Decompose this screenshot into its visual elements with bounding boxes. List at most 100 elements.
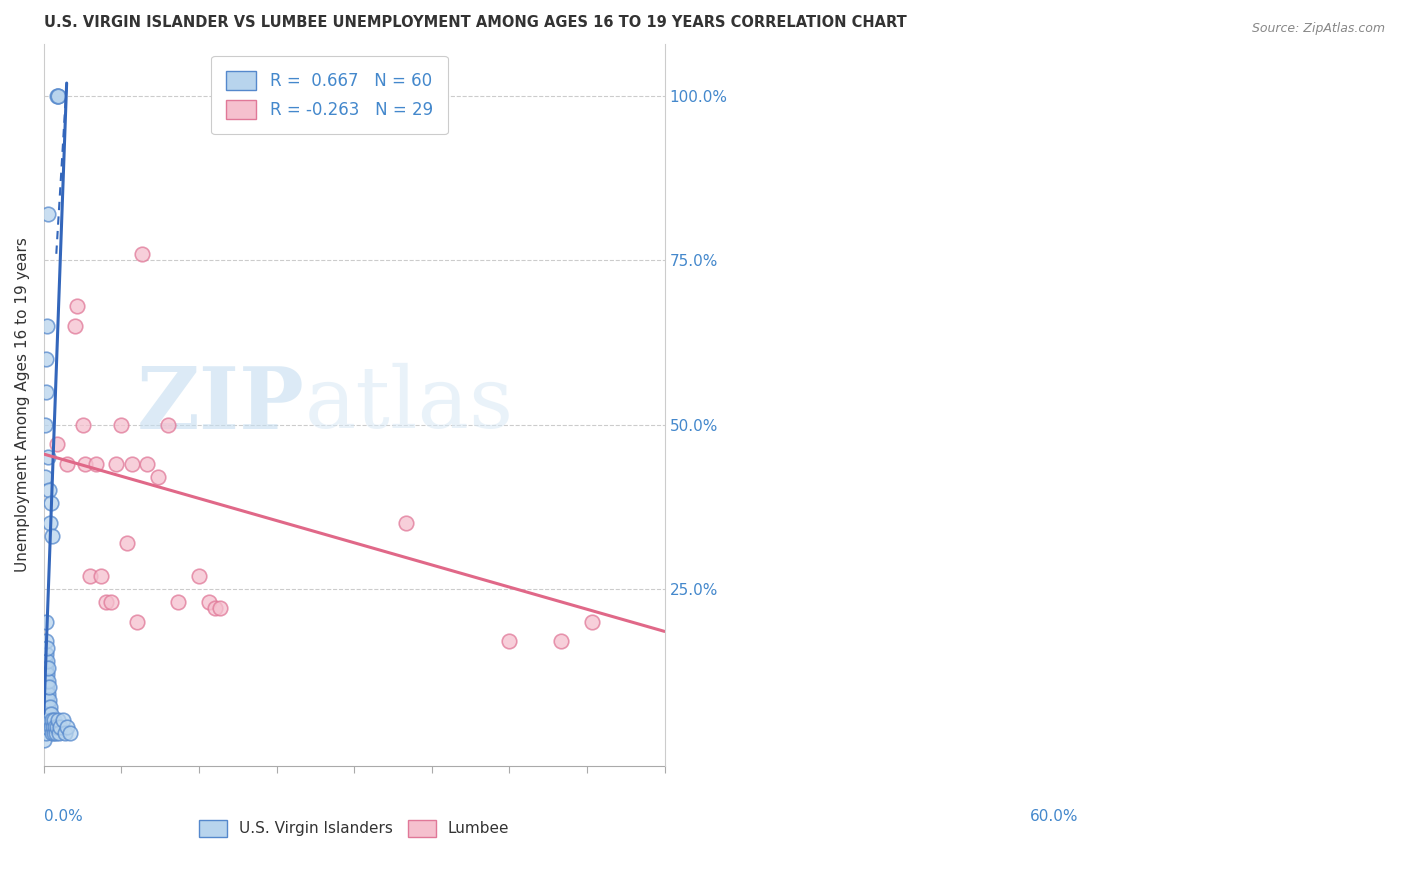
Text: Source: ZipAtlas.com: Source: ZipAtlas.com: [1251, 22, 1385, 36]
Point: [35, 634, 58, 648]
Point: [157, 417, 180, 432]
Point: [44, 720, 66, 734]
Point: [39, 713, 62, 727]
Point: [34, 693, 56, 707]
Point: [34, 654, 56, 668]
Point: [35, 351, 58, 366]
Point: [90, 568, 112, 582]
Point: [35, 693, 58, 707]
Point: [38, 483, 60, 498]
Point: [35, 384, 58, 399]
Point: [115, 535, 138, 549]
Point: [48, 713, 70, 727]
Point: [35, 648, 58, 662]
Text: 0.0%: 0.0%: [44, 809, 83, 824]
Point: [35, 726, 58, 740]
Point: [167, 595, 190, 609]
Point: [37, 700, 59, 714]
Point: [110, 417, 132, 432]
Point: [79, 568, 101, 582]
Point: [55, 720, 77, 734]
Point: [59, 726, 82, 740]
Point: [75, 457, 97, 471]
Point: [35, 319, 58, 334]
Point: [51, 713, 73, 727]
Point: [39, 706, 62, 721]
Point: [37, 207, 59, 221]
Point: [84, 457, 107, 471]
Point: [53, 726, 76, 740]
Point: [198, 595, 221, 609]
Point: [34, 417, 56, 432]
Point: [35, 640, 58, 655]
Point: [35, 713, 58, 727]
Point: [46, 437, 69, 451]
Point: [39, 516, 62, 530]
Point: [35, 700, 58, 714]
Point: [48, 89, 70, 103]
Point: [208, 601, 231, 615]
Point: [37, 713, 59, 727]
Point: [34, 470, 56, 484]
Point: [94, 595, 117, 609]
Point: [44, 713, 66, 727]
Point: [42, 720, 65, 734]
Point: [34, 680, 56, 694]
Point: [188, 568, 211, 582]
Point: [48, 726, 70, 740]
Point: [46, 720, 69, 734]
Point: [105, 457, 128, 471]
Point: [37, 687, 59, 701]
Y-axis label: Unemployment Among Ages 16 to 19 years: Unemployment Among Ages 16 to 19 years: [15, 237, 30, 573]
Point: [35, 667, 58, 681]
Point: [41, 529, 63, 543]
Point: [35, 680, 58, 694]
Point: [498, 634, 520, 648]
Point: [35, 660, 58, 674]
Point: [37, 673, 59, 688]
Point: [63, 319, 86, 334]
Point: [39, 496, 62, 510]
Text: ZIP: ZIP: [136, 363, 305, 447]
Point: [34, 667, 56, 681]
Point: [72, 417, 94, 432]
Point: [35, 654, 58, 668]
Point: [136, 457, 159, 471]
Legend: U.S. Virgin Islanders, Lumbee: U.S. Virgin Islanders, Lumbee: [193, 814, 516, 843]
Point: [38, 680, 60, 694]
Point: [44, 726, 66, 740]
Point: [37, 450, 59, 465]
Point: [38, 706, 60, 721]
Text: U.S. VIRGIN ISLANDER VS LUMBEE UNEMPLOYMENT AMONG AGES 16 TO 19 YEARS CORRELATIO: U.S. VIRGIN ISLANDER VS LUMBEE UNEMPLOYM…: [44, 15, 907, 30]
Point: [35, 706, 58, 721]
Point: [121, 457, 143, 471]
Point: [35, 720, 58, 734]
Point: [66, 299, 89, 313]
Point: [49, 720, 72, 734]
Point: [34, 706, 56, 721]
Point: [34, 720, 56, 734]
Point: [204, 601, 226, 615]
Point: [35, 687, 58, 701]
Point: [39, 720, 62, 734]
Point: [39, 700, 62, 714]
Point: [395, 516, 418, 530]
Point: [35, 673, 58, 688]
Point: [37, 660, 59, 674]
Point: [48, 89, 70, 103]
Point: [41, 726, 63, 740]
Text: atlas: atlas: [305, 363, 513, 446]
Point: [55, 457, 77, 471]
Point: [45, 726, 67, 740]
Point: [581, 615, 603, 629]
Point: [125, 615, 148, 629]
Text: 60.0%: 60.0%: [1029, 809, 1078, 824]
Point: [550, 634, 572, 648]
Point: [100, 595, 122, 609]
Point: [146, 470, 169, 484]
Point: [131, 247, 153, 261]
Point: [38, 693, 60, 707]
Point: [32, 732, 55, 747]
Point: [46, 89, 69, 103]
Point: [41, 713, 63, 727]
